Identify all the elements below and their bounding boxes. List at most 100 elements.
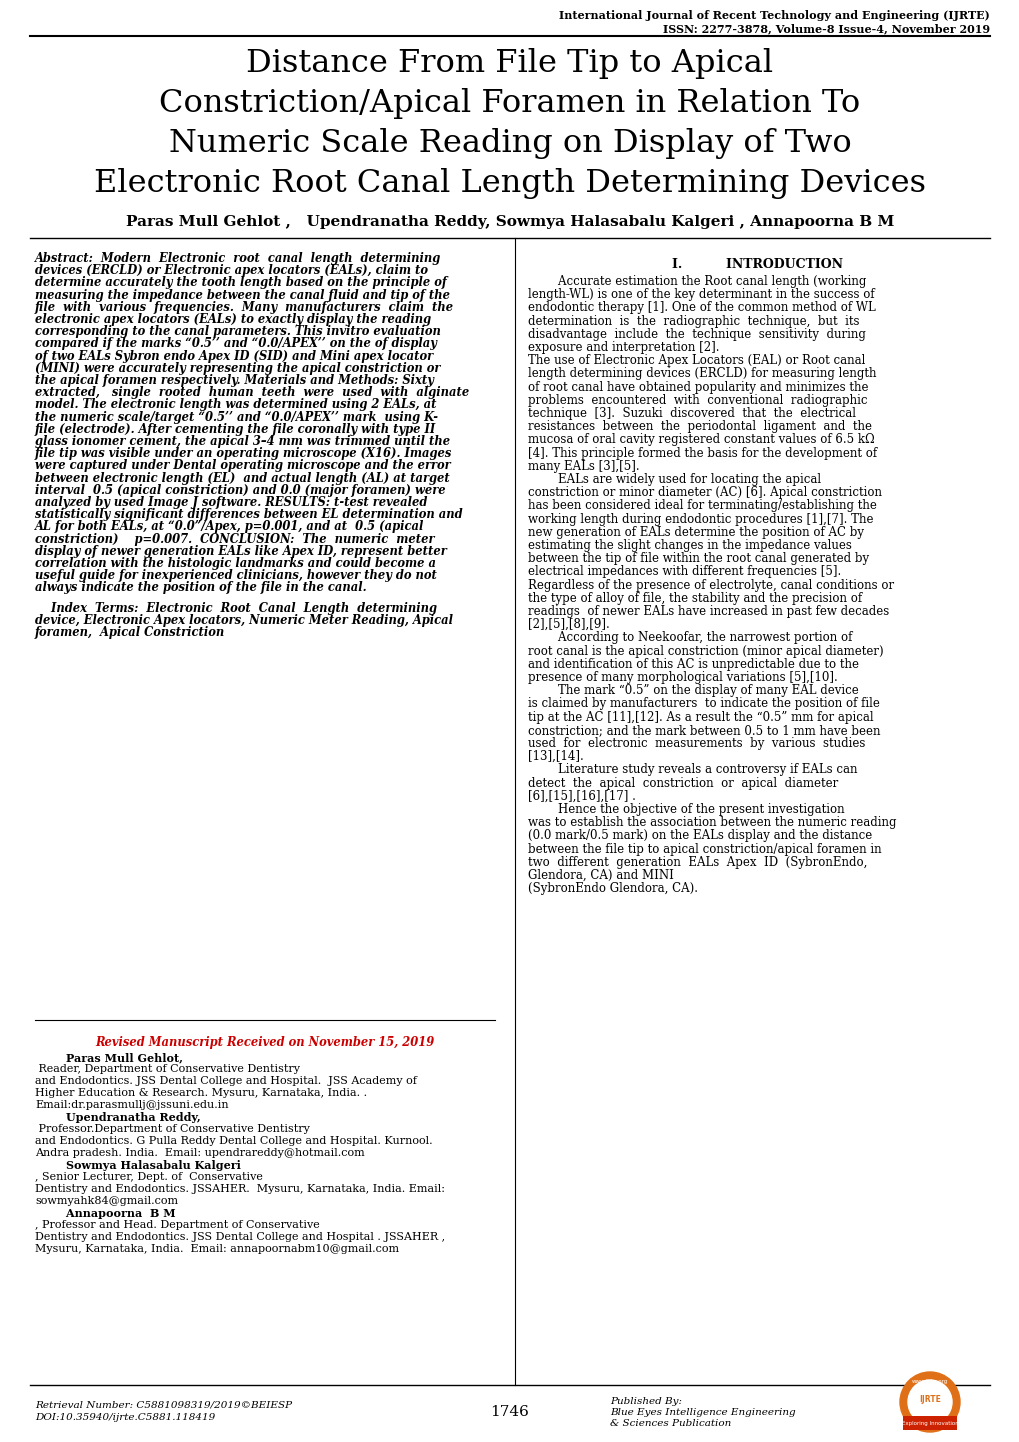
Bar xyxy=(902,1416,956,1430)
Text: between electronic length (EL)  and actual length (AL) at target: between electronic length (EL) and actua… xyxy=(35,472,449,485)
Text: Email:dr.parasmullj@jssuni.edu.in: Email:dr.parasmullj@jssuni.edu.in xyxy=(35,1100,228,1110)
Text: resistances  between  the  periodontal  ligament  and  the: resistances between the periodontal liga… xyxy=(528,420,871,433)
Text: AL for both EALs, at “0.0”/Apex, p=0.001, and at  0.5 (apical: AL for both EALs, at “0.0”/Apex, p=0.001… xyxy=(35,521,424,534)
Text: exposure and interpretation [2].: exposure and interpretation [2]. xyxy=(528,340,718,353)
Text: Glendora, CA) and MINI: Glendora, CA) and MINI xyxy=(528,870,674,883)
Text: device, Electronic Apex locators, Numeric Meter Reading, Apical: device, Electronic Apex locators, Numeri… xyxy=(35,614,452,627)
Text: interval  0.5 (apical constriction) and 0.0 (major foramen) were: interval 0.5 (apical constriction) and 0… xyxy=(35,485,445,497)
Text: length determining devices (ERCLD) for measuring length: length determining devices (ERCLD) for m… xyxy=(528,368,875,381)
Text: new generation of EALs determine the position of AC by: new generation of EALs determine the pos… xyxy=(528,526,863,539)
Text: Higher Education & Research. Mysuru, Karnataka, India. .: Higher Education & Research. Mysuru, Kar… xyxy=(35,1089,367,1097)
Text: Abstract:  Modern  Electronic  root  canal  length  determining: Abstract: Modern Electronic root canal l… xyxy=(35,252,441,265)
Text: of two EALs Sybron endo Apex ID (SID) and Mini apex locator: of two EALs Sybron endo Apex ID (SID) an… xyxy=(35,349,433,362)
Text: file (electrode). After cementing the file coronally with type II: file (electrode). After cementing the fi… xyxy=(35,423,436,435)
Text: I.          INTRODUCTION: I. INTRODUCTION xyxy=(672,258,843,271)
Text: Numeric Scale Reading on Display of Two: Numeric Scale Reading on Display of Two xyxy=(168,128,851,159)
Text: were captured under Dental operating microscope and the error: were captured under Dental operating mic… xyxy=(35,460,450,473)
Text: , Senior Lecturer, Dept. of  Conservative: , Senior Lecturer, Dept. of Conservative xyxy=(35,1172,263,1182)
Text: Regardless of the presence of electrolyte, canal conditions or: Regardless of the presence of electrolyt… xyxy=(528,578,894,591)
Text: Andra pradesh. India.  Email: upendrareddy@hotmail.com: Andra pradesh. India. Email: upendraredd… xyxy=(35,1148,365,1158)
Text: According to Neekoofar, the narrowest portion of: According to Neekoofar, the narrowest po… xyxy=(528,632,852,645)
Text: and identification of this AC is unpredictable due to the: and identification of this AC is unpredi… xyxy=(528,658,858,671)
Text: the type of alloy of file, the stability and the precision of: the type of alloy of file, the stability… xyxy=(528,591,861,604)
Text: display of newer generation EALs like Apex ID, represent better: display of newer generation EALs like Ap… xyxy=(35,545,446,558)
Text: endodontic therapy [1]. One of the common method of WL: endodontic therapy [1]. One of the commo… xyxy=(528,301,875,314)
Text: file tip was visible under an operating microscope (X16). Images: file tip was visible under an operating … xyxy=(35,447,452,460)
Text: compared if the marks “0.5’’ and “0.0/APEX’’ on the of display: compared if the marks “0.5’’ and “0.0/AP… xyxy=(35,337,436,350)
Text: readings  of newer EALs have increased in past few decades: readings of newer EALs have increased in… xyxy=(528,606,889,619)
Text: [13],[14].: [13],[14]. xyxy=(528,750,583,763)
Text: and Endodontics. G Pulla Reddy Dental College and Hospital. Kurnool.: and Endodontics. G Pulla Reddy Dental Co… xyxy=(35,1136,432,1146)
Text: Constriction/Apical Foramen in Relation To: Constriction/Apical Foramen in Relation … xyxy=(159,88,860,120)
Text: always indicate the position of the file in the canal.: always indicate the position of the file… xyxy=(35,581,366,594)
Text: Distance From File Tip to Apical: Distance From File Tip to Apical xyxy=(247,48,772,79)
Text: technique  [3].  Suzuki  discovered  that  the  electrical: technique [3]. Suzuki discovered that th… xyxy=(528,407,855,420)
Text: constriction)    p=0.007.  CONCLUSION:  The  numeric  meter: constriction) p=0.007. CONCLUSION: The n… xyxy=(35,532,434,545)
Text: foramen,  Apical Constriction: foramen, Apical Constriction xyxy=(35,626,225,639)
Text: corresponding to the canal parameters. This invitro evaluation: corresponding to the canal parameters. T… xyxy=(35,326,440,339)
Text: [2],[5],[8],[9].: [2],[5],[8],[9]. xyxy=(528,619,609,632)
Text: , Professor and Head. Department of Conservative: , Professor and Head. Department of Cons… xyxy=(35,1220,319,1230)
Text: Index  Terms:  Electronic  Root  Canal  Length  determining: Index Terms: Electronic Root Canal Lengt… xyxy=(35,601,436,614)
Text: length-WL) is one of the key determinant in the success of: length-WL) is one of the key determinant… xyxy=(528,288,873,301)
Text: determine accurately the tooth length based on the principle of: determine accurately the tooth length ba… xyxy=(35,277,446,290)
Text: Blue Eyes Intelligence Engineering
& Sciences Publication: Blue Eyes Intelligence Engineering & Sci… xyxy=(609,1407,795,1429)
Text: the apical foramen respectively. Materials and Methods: Sixty: the apical foramen respectively. Materia… xyxy=(35,373,433,386)
Text: Exploring Innovation: Exploring Innovation xyxy=(901,1420,958,1426)
Text: Professor.Department of Conservative Dentistry: Professor.Department of Conservative Den… xyxy=(35,1123,310,1133)
Text: correlation with the histologic landmarks and could become a: correlation with the histologic landmark… xyxy=(35,557,435,570)
Text: mucosa of oral cavity registered constant values of 6.5 kΩ: mucosa of oral cavity registered constan… xyxy=(528,434,874,447)
Text: (MINI) were accurately representing the apical constriction or: (MINI) were accurately representing the … xyxy=(35,362,440,375)
Text: many EALs [3],[5].: many EALs [3],[5]. xyxy=(528,460,639,473)
Text: used  for  electronic  measurements  by  various  studies: used for electronic measurements by vari… xyxy=(528,737,864,750)
Text: 1746: 1746 xyxy=(490,1405,529,1419)
Text: Paras Mull Gehlot ,   Upendranatha Reddy, Sowmya Halasabalu Kalgeri , Annapoorna: Paras Mull Gehlot , Upendranatha Reddy, … xyxy=(125,215,894,229)
Text: EALs are widely used for locating the apical: EALs are widely used for locating the ap… xyxy=(528,473,820,486)
Text: The use of Electronic Apex Locators (EAL) or Root canal: The use of Electronic Apex Locators (EAL… xyxy=(528,355,864,368)
Text: working length during endodontic procedures [1],[7]. The: working length during endodontic procedu… xyxy=(528,512,872,525)
Text: Dentistry and Endodontics. JSSAHER.  Mysuru, Karnataka, India. Email:: Dentistry and Endodontics. JSSAHER. Mysu… xyxy=(35,1184,444,1194)
Text: constriction; and the mark between 0.5 to 1 mm have been: constriction; and the mark between 0.5 t… xyxy=(528,724,879,737)
Text: Reader, Department of Conservative Dentistry: Reader, Department of Conservative Denti… xyxy=(35,1064,300,1074)
Text: DOI:10.35940/ijrte.C5881.118419: DOI:10.35940/ijrte.C5881.118419 xyxy=(35,1413,215,1422)
Text: between the file tip to apical constriction/apical foramen in: between the file tip to apical constrict… xyxy=(528,842,880,855)
Text: electronic apex locators (EALs) to exactly display the reading: electronic apex locators (EALs) to exact… xyxy=(35,313,431,326)
Text: (0.0 mark/0.5 mark) on the EALs display and the distance: (0.0 mark/0.5 mark) on the EALs display … xyxy=(528,829,871,842)
Text: www.ijrte.org: www.ijrte.org xyxy=(911,1380,948,1384)
Text: Paras Mull Gehlot,: Paras Mull Gehlot, xyxy=(35,1053,182,1063)
Text: The mark “0.5” on the display of many EAL device: The mark “0.5” on the display of many EA… xyxy=(528,684,858,696)
Text: was to establish the association between the numeric reading: was to establish the association between… xyxy=(528,816,896,829)
Text: Mysuru, Karnataka, India.  Email: annapoornabm10@gmail.com: Mysuru, Karnataka, India. Email: annapoo… xyxy=(35,1244,398,1255)
Text: devices (ERCLD) or Electronic apex locators (EALs), claim to: devices (ERCLD) or Electronic apex locat… xyxy=(35,264,428,277)
Text: model. The electronic length was determined using 2 EALs, at: model. The electronic length was determi… xyxy=(35,398,436,411)
Text: Sowmya Halasabalu Kalgeri: Sowmya Halasabalu Kalgeri xyxy=(35,1159,240,1171)
Text: tip at the AC [11],[12]. As a result the “0.5” mm for apical: tip at the AC [11],[12]. As a result the… xyxy=(528,711,872,724)
Text: measuring the impedance between the canal fluid and tip of the: measuring the impedance between the cana… xyxy=(35,288,449,301)
Text: has been considered ideal for terminating/establishing the: has been considered ideal for terminatin… xyxy=(528,499,876,512)
Text: International Journal of Recent Technology and Engineering (IJRTE): International Journal of Recent Technolo… xyxy=(558,10,989,22)
Text: IJRTE: IJRTE xyxy=(918,1396,940,1405)
Text: Accurate estimation the Root canal length (working: Accurate estimation the Root canal lengt… xyxy=(528,275,865,288)
Text: presence of many morphological variations [5],[10].: presence of many morphological variation… xyxy=(528,671,837,684)
Text: problems  encountered  with  conventional  radiographic: problems encountered with conventional r… xyxy=(528,394,866,407)
Text: statistically significant differences between EL determination and: statistically significant differences be… xyxy=(35,508,463,521)
Circle shape xyxy=(907,1380,951,1425)
Text: disadvantage  include  the  technique  sensitivity  during: disadvantage include the technique sensi… xyxy=(528,327,865,340)
Text: Electronic Root Canal Length Determining Devices: Electronic Root Canal Length Determining… xyxy=(94,169,925,199)
Text: Retrieval Number: C5881098319/2019©BEIESP: Retrieval Number: C5881098319/2019©BEIES… xyxy=(35,1400,291,1409)
Circle shape xyxy=(899,1371,959,1432)
Text: electrical impedances with different frequencies [5].: electrical impedances with different fre… xyxy=(528,565,841,578)
Text: estimating the slight changes in the impedance values: estimating the slight changes in the imp… xyxy=(528,539,851,552)
Text: file  with  various  frequencies.  Many  manufacturers  claim  the: file with various frequencies. Many manu… xyxy=(35,301,453,314)
Text: (SybronEndo Glendora, CA).: (SybronEndo Glendora, CA). xyxy=(528,883,697,895)
Text: glass ionomer cement, the apical 3–4 mm was trimmed until the: glass ionomer cement, the apical 3–4 mm … xyxy=(35,435,449,448)
Text: Dentistry and Endodontics. JSS Dental College and Hospital . JSSAHER ,: Dentistry and Endodontics. JSS Dental Co… xyxy=(35,1231,444,1242)
Text: Published By:: Published By: xyxy=(609,1397,682,1406)
Text: ISSN: 2277-3878, Volume-8 Issue-4, November 2019: ISSN: 2277-3878, Volume-8 Issue-4, Novem… xyxy=(662,23,989,35)
Text: sowmyahk84@gmail.com: sowmyahk84@gmail.com xyxy=(35,1195,178,1206)
Text: Literature study reveals a controversy if EALs can: Literature study reveals a controversy i… xyxy=(528,763,857,776)
Text: of root canal have obtained popularity and minimizes the: of root canal have obtained popularity a… xyxy=(528,381,867,394)
Text: Annapoorna  B M: Annapoorna B M xyxy=(35,1208,175,1218)
Text: determination  is  the  radiographic  technique,  but  its: determination is the radiographic techni… xyxy=(528,314,859,327)
Text: two  different  generation  EALs  Apex  ID  (SybronEndo,: two different generation EALs Apex ID (S… xyxy=(528,855,866,868)
